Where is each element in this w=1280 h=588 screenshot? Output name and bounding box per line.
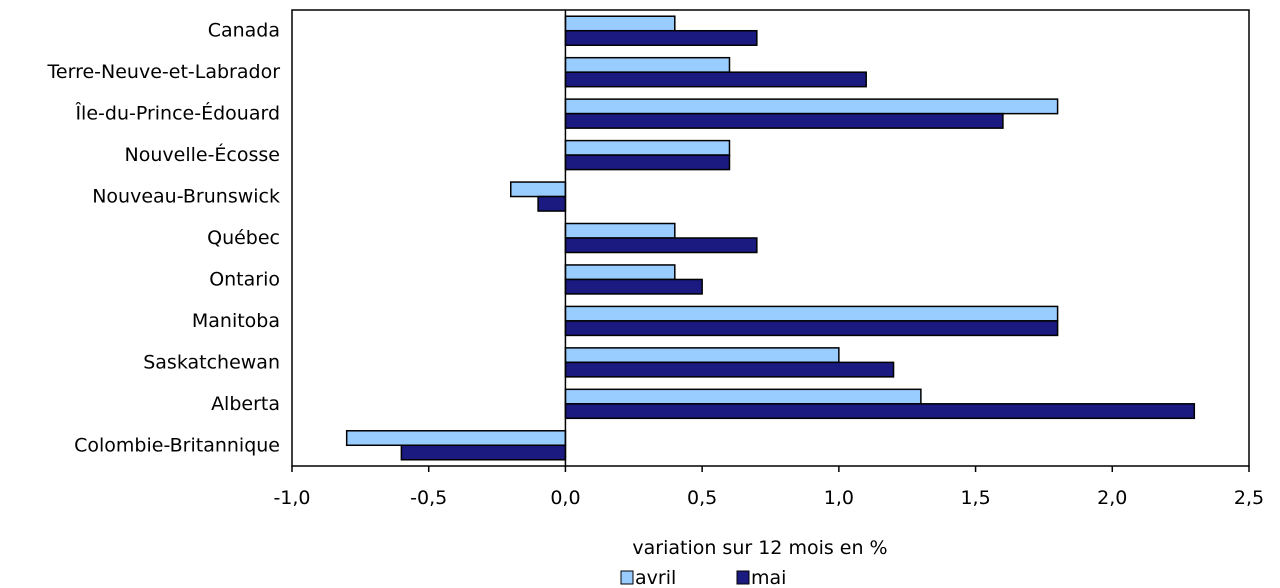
x-tick-label: 1,5 [960,487,990,509]
x-tick-label: -0,5 [410,487,447,509]
bar-mai-6 [564,278,703,295]
bars-layer [345,15,1196,461]
bar-mai-1 [564,71,867,88]
category-label: Terre-Neuve-et-Labrador [47,61,281,83]
bar-avril-7 [564,305,1059,322]
bar-mai-8 [564,361,895,378]
bar-avril-9 [564,388,922,405]
category-label: Ontario [209,268,280,290]
bar-avril-1 [564,56,731,73]
x-tick-label: 2,0 [1097,487,1127,509]
legend-swatch-mai [736,570,750,585]
category-label: Colombie-Britannique [74,434,280,456]
x-axis-ticks: -1,0 -0,5 0,0 0,5 1,0 1,5 2,0 2,5 [273,466,1264,509]
category-label: Québec [207,227,280,249]
legend-label-mai: mai [751,567,786,588]
category-label: Manitoba [192,310,280,332]
category-labels: Canada Terre-Neuve-et-Labrador Île-du-Prin… [47,20,281,457]
x-tick-label: -1,0 [273,487,310,509]
bar-avril-6 [564,264,676,281]
x-axis-title: variation sur 12 mois en % [632,537,887,559]
category-label: Nouveau-Brunswick [92,186,280,208]
bar-mai-9 [564,403,1196,420]
category-label: Saskatchewan [143,351,280,373]
bar-mai-5 [564,237,758,254]
bar-mai-4 [537,195,567,212]
bar-avril-10 [345,430,567,447]
bar-avril-2 [564,98,1059,115]
bar-mai-7 [564,320,1059,337]
x-tick-label: 0,0 [550,487,580,509]
legend-label-avril: avril [635,567,676,588]
legend-swatch-avril [620,570,634,585]
bar-mai-10 [400,444,567,461]
bar-mai-3 [564,154,731,171]
bar-avril-4 [509,181,567,198]
x-tick-label: 1,0 [824,487,854,509]
bar-avril-0 [564,15,676,32]
category-label: Île-du-Prince-Édouard [74,102,280,125]
category-label: Alberta [211,393,280,415]
plot-frame [291,9,1250,467]
bar-avril-3 [564,139,731,156]
category-label: Canada [208,20,280,42]
category-label: Nouvelle-Écosse [125,143,280,166]
x-tick-label: 0,5 [687,487,717,509]
bar-avril-5 [564,222,676,239]
legend: avril mai [620,567,786,588]
bar-mai-2 [564,112,1004,129]
x-tick-label: 2,5 [1234,487,1264,509]
bar-avril-8 [564,347,840,364]
bar-mai-0 [564,29,758,46]
